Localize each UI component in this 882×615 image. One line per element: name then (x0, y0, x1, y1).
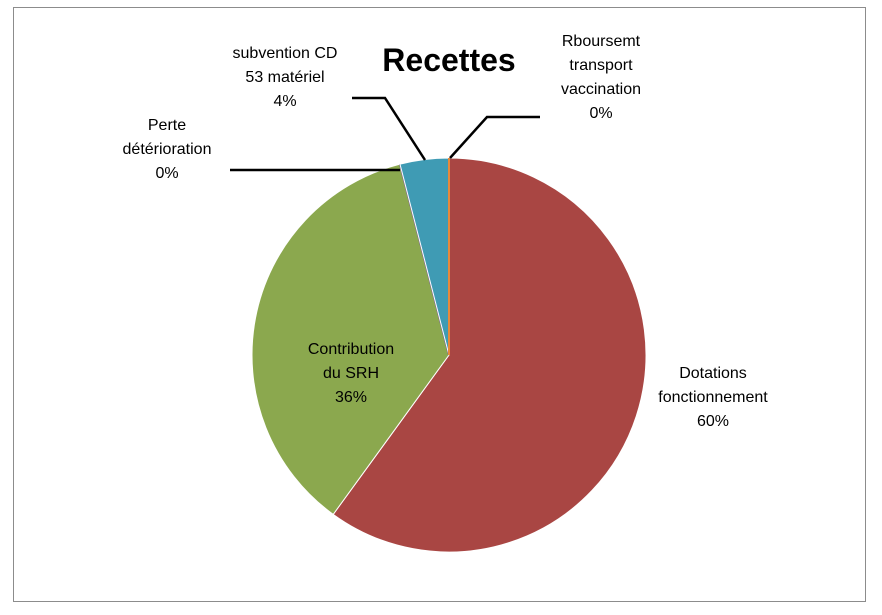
slice-label: Rboursemt transport vaccination 0% (545, 30, 657, 126)
slice-label: Dotations fonctionnement 60% (638, 362, 788, 434)
value-label: 36% (334, 389, 368, 406)
value-label: 60% (696, 413, 730, 430)
value-label: 0% (155, 165, 179, 182)
category-label: Contribution du SRH (307, 341, 395, 382)
chart-title: Recettes (382, 42, 516, 78)
leader-line (449, 115, 540, 159)
leader-line (352, 96, 427, 161)
category-label: Perte détérioration (122, 117, 212, 158)
chart-frame (13, 7, 866, 602)
slice-label: subvention CD 53 matériel 4% (222, 42, 348, 114)
category-label: Rboursemt transport vaccination (560, 33, 642, 98)
slice-label: Perte détérioration 0% (111, 114, 223, 186)
value-label: 4% (273, 93, 297, 110)
pie-slice (332, 157, 647, 553)
value-label: 0% (589, 105, 613, 122)
pie-slice (251, 163, 450, 516)
category-label: Dotations fonctionnement (658, 365, 768, 406)
category-label: subvention CD 53 matériel (232, 45, 338, 86)
slice-label: Contribution du SRH 36% (298, 338, 404, 410)
